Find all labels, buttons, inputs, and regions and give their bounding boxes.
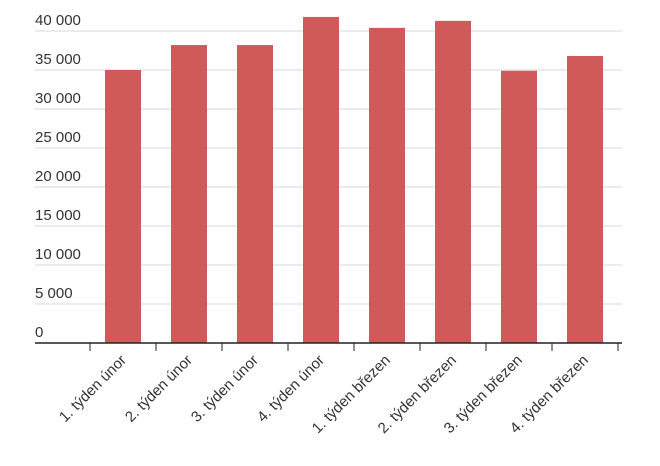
bar	[171, 45, 207, 343]
y-tick-label: 15 000	[35, 207, 81, 224]
y-tick-label: 35 000	[35, 51, 81, 68]
x-tick-label: 4. týden únor	[254, 352, 328, 426]
bar	[369, 27, 405, 343]
y-tick-label: 30 000	[35, 90, 81, 107]
bar	[237, 45, 273, 343]
bar	[501, 70, 537, 343]
y-tick-label: 40 000	[35, 12, 81, 29]
bar	[435, 20, 471, 344]
x-tick-label: 3. týden únor	[188, 352, 262, 426]
y-tick-label: 5 000	[35, 285, 73, 302]
x-tick-label: 2. týden únor	[122, 352, 196, 426]
y-tick-label: 25 000	[35, 129, 81, 146]
bar	[303, 16, 339, 344]
y-tick-label: 20 000	[35, 168, 81, 185]
y-tick-label: 10 000	[35, 246, 81, 263]
bar	[567, 55, 603, 344]
bar	[105, 70, 141, 343]
x-tick-label: 1. týden únor	[56, 352, 130, 426]
y-tick-label: 0	[35, 324, 43, 341]
